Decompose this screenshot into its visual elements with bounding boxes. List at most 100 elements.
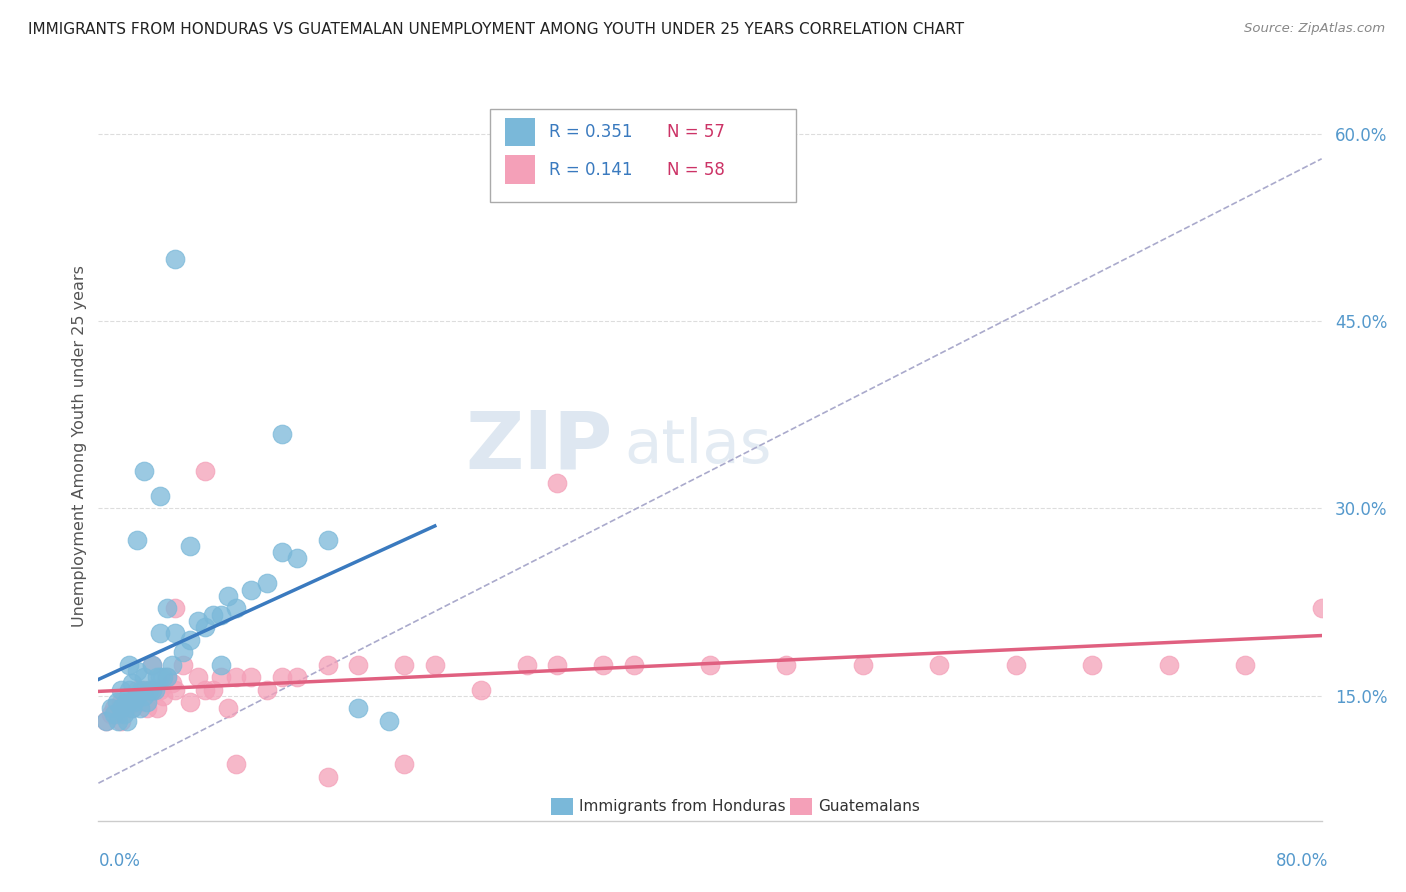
Point [125, 695, 148, 709]
Point [316, 770, 339, 784]
Point [141, 657, 163, 672]
Text: ZIP: ZIP [465, 407, 612, 485]
Point [110, 695, 132, 709]
Point [187, 614, 209, 628]
Point [928, 657, 950, 672]
Point [194, 464, 217, 478]
Point [122, 695, 145, 709]
Point [163, 626, 186, 640]
Point [316, 533, 339, 547]
Point [134, 464, 156, 478]
Point [225, 670, 247, 684]
Point [121, 676, 143, 690]
Point [118, 695, 141, 709]
Point [134, 682, 156, 697]
Point [149, 489, 172, 503]
Point [107, 714, 129, 728]
Point [1004, 657, 1026, 672]
Point [149, 626, 172, 640]
Point [775, 657, 797, 672]
Point [145, 670, 167, 684]
Point [179, 539, 201, 553]
Point [121, 701, 143, 715]
Point [125, 533, 148, 547]
Point [156, 670, 179, 684]
Point [240, 670, 263, 684]
Point [163, 601, 186, 615]
Point [112, 707, 135, 722]
Point [149, 670, 172, 684]
Point [103, 707, 125, 722]
Point [110, 682, 132, 697]
Point [105, 695, 128, 709]
Point [316, 657, 339, 672]
Point [209, 670, 232, 684]
Point [1234, 657, 1257, 672]
Point [217, 701, 239, 715]
Point [1157, 657, 1180, 672]
Point [240, 582, 263, 597]
Point [194, 682, 217, 697]
Text: Source: ZipAtlas.com: Source: ZipAtlas.com [1244, 22, 1385, 36]
Point [125, 682, 148, 697]
Point [152, 670, 174, 684]
Point [163, 252, 186, 266]
Point [141, 657, 163, 672]
Point [160, 676, 183, 690]
Point [270, 670, 292, 684]
Point [121, 701, 143, 715]
Point [285, 670, 308, 684]
Point [94, 714, 117, 728]
Point [179, 695, 201, 709]
Point [103, 701, 125, 715]
Point [110, 701, 132, 715]
Point [209, 657, 232, 672]
Point [347, 657, 370, 672]
Point [125, 689, 148, 703]
Point [187, 670, 209, 684]
Point [136, 695, 159, 709]
Point [256, 576, 278, 591]
Point [202, 607, 225, 622]
Point [470, 682, 492, 697]
Point [100, 701, 122, 715]
Bar [551, 798, 574, 814]
Point [347, 701, 370, 715]
Point [156, 601, 179, 615]
Point [202, 682, 225, 697]
Point [270, 426, 292, 441]
Point [138, 682, 160, 697]
Point [115, 695, 138, 709]
Bar [790, 798, 811, 814]
Point [172, 645, 194, 659]
Point [225, 757, 247, 772]
Point [623, 657, 645, 672]
Point [172, 657, 194, 672]
Point [145, 701, 167, 715]
Point [1310, 601, 1333, 615]
Point [179, 632, 201, 647]
Point [423, 657, 446, 672]
Point [392, 757, 416, 772]
Point [149, 682, 172, 697]
Text: N = 58: N = 58 [668, 161, 725, 178]
Text: IMMIGRANTS FROM HONDURAS VS GUATEMALAN UNEMPLOYMENT AMONG YOUTH UNDER 25 YEARS C: IMMIGRANTS FROM HONDURAS VS GUATEMALAN U… [28, 22, 965, 37]
Point [699, 657, 721, 672]
Point [141, 682, 163, 697]
Text: atlas: atlas [624, 417, 772, 475]
Text: 80.0%: 80.0% [1277, 852, 1329, 870]
Point [125, 664, 148, 678]
Point [217, 589, 239, 603]
Y-axis label: Unemployment Among Youth under 25 years: Unemployment Among Youth under 25 years [72, 265, 87, 627]
Point [134, 689, 156, 703]
Point [94, 714, 117, 728]
Point [110, 714, 132, 728]
Point [592, 657, 614, 672]
Point [117, 714, 139, 728]
Point [118, 682, 141, 697]
Point [141, 682, 163, 697]
Point [136, 701, 159, 715]
Bar [505, 118, 536, 146]
Point [115, 701, 138, 715]
Text: Guatemalans: Guatemalans [818, 799, 920, 814]
